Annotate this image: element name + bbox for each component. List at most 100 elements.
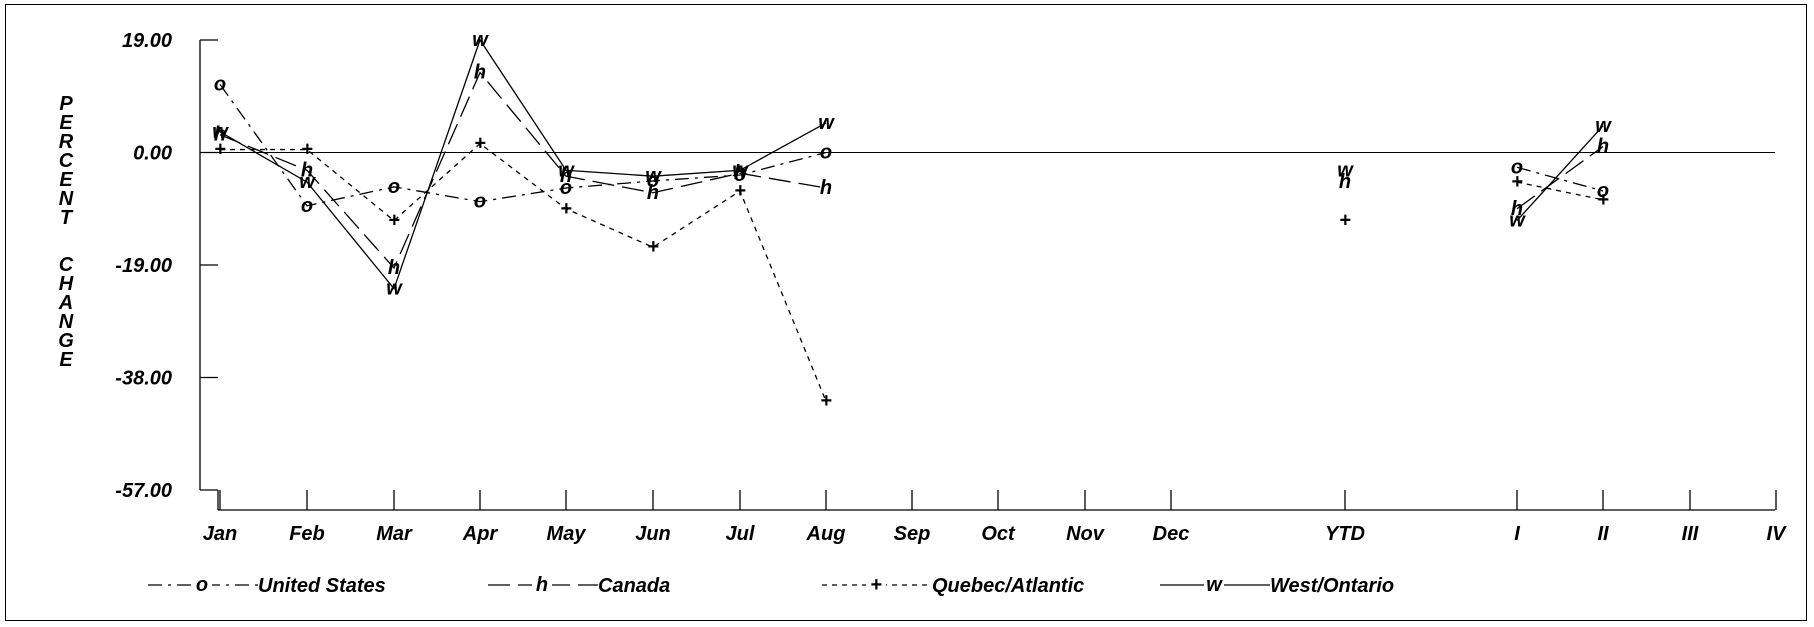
data-point-marker: +	[474, 133, 486, 155]
data-point-marker: w	[1509, 210, 1526, 232]
axes	[199, 40, 1775, 511]
data-point-marker: h	[474, 62, 486, 84]
legend: o United States h Canada + Quebec/Atlantic w We…	[148, 574, 1394, 597]
legend-marker: +	[870, 574, 882, 596]
x-tick-label: IV	[1767, 523, 1788, 545]
x-tick-label: Nov	[1066, 523, 1106, 545]
data-point-marker: +	[560, 198, 572, 220]
data-point-marker: o	[734, 164, 746, 186]
data-point-marker: h	[1339, 171, 1351, 193]
y-ticks: 19.00 0.00 -19.00 -38.00 -57.00	[115, 30, 218, 502]
series-line	[219, 38, 827, 290]
series-3: w w w w w w w w w w w	[212, 29, 1612, 300]
y-axis-label-letter: N	[59, 311, 74, 333]
data-point-marker: w	[386, 278, 403, 300]
x-ticks: Jan Feb Mar Apr May Jun Jul Aug Sep Oct Nov Dec YTD I…	[203, 490, 1787, 545]
data-point-marker: o	[1597, 180, 1609, 202]
series-2: + + + + + + + + + + +	[214, 133, 1609, 413]
data-point-marker: o	[820, 142, 832, 164]
x-tick-label: Feb	[289, 523, 325, 545]
x-tick-label: I	[1514, 523, 1520, 545]
data-point-marker: o	[214, 73, 226, 95]
legend-label: Quebec/Atlantic	[932, 575, 1084, 597]
data-point-marker: +	[1597, 189, 1609, 211]
series-line	[220, 142, 827, 402]
y-axis-label-letter: C	[59, 150, 74, 172]
x-tick-label: II	[1597, 523, 1609, 545]
legend-label: United States	[258, 575, 386, 597]
data-point-marker: +	[388, 210, 400, 232]
x-tick-label: Mar	[376, 523, 413, 545]
legend-marker-bg	[866, 576, 886, 594]
data-point-marker: +	[1339, 210, 1351, 232]
data-point-marker: h	[1511, 198, 1523, 220]
y-tick-label: -38.00	[115, 368, 172, 390]
data-point-marker: w	[645, 165, 662, 187]
data-point-marker: w	[299, 171, 316, 193]
x-tick-label: Jun	[635, 523, 671, 545]
legend-marker-bg	[192, 576, 212, 594]
y-tick-label: -57.00	[115, 480, 172, 502]
legend-marker: w	[1206, 574, 1223, 596]
y-axis-label-letter: E	[59, 349, 73, 371]
y-axis-label-letter: A	[58, 292, 73, 314]
data-point-marker: h	[647, 182, 659, 204]
data-point-marker: w	[1595, 115, 1612, 137]
series-quarter-line	[1516, 166, 1604, 192]
data-point-marker: o	[388, 176, 400, 198]
data-point-marker: +	[820, 390, 832, 412]
data-point-marker: o	[301, 195, 313, 217]
x-tick-label: Jul	[726, 523, 755, 545]
data-point-marker: h	[388, 257, 400, 279]
x-tick-label: YTD	[1325, 523, 1365, 545]
data-point-marker: h	[214, 124, 226, 146]
series-line	[219, 71, 827, 270]
y-axis-label-letter: T	[60, 207, 74, 229]
data-point-marker: o	[474, 191, 486, 213]
y-axis-label-letter: G	[58, 330, 74, 352]
chart-frame	[5, 4, 1807, 621]
y-axis-label-letter: E	[59, 169, 73, 191]
x-tick-label: III	[1682, 523, 1699, 545]
y-tick-label: 0.00	[133, 143, 172, 165]
x-tick-label: Jan	[203, 523, 237, 545]
x-tick-label: Sep	[894, 523, 931, 545]
data-point-marker: +	[301, 139, 313, 161]
legend-marker-bg	[532, 576, 552, 594]
series-quarter-line	[1516, 181, 1604, 201]
x-tick-label: Dec	[1153, 523, 1190, 545]
x-tick-label: May	[547, 523, 587, 545]
data-point-marker: h	[734, 162, 746, 184]
data-point-marker: w	[212, 121, 229, 143]
series-quarter-line	[1516, 146, 1604, 210]
data-point-marker: h	[301, 159, 313, 181]
legend-marker: h	[536, 574, 548, 596]
y-axis-label-letter: P	[59, 93, 73, 115]
x-tick-label: Oct	[981, 523, 1016, 545]
legend-marker-bg	[1204, 576, 1224, 594]
legend-label: Canada	[598, 575, 670, 597]
data-point-marker: +	[214, 139, 226, 161]
data-point-marker: w	[818, 112, 835, 134]
legend-marker: o	[196, 574, 208, 596]
y-tick-label: 19.00	[122, 30, 172, 52]
data-point-marker: h	[1597, 136, 1609, 158]
data-point-marker: o	[1511, 156, 1523, 178]
y-axis-label-letter: R	[59, 131, 74, 153]
data-point-marker: w	[732, 159, 749, 181]
data-point-marker: w	[558, 159, 575, 181]
data-point-marker: +	[647, 236, 659, 258]
y-axis-label-letter: N	[59, 188, 74, 210]
data-point-marker: o	[560, 177, 572, 199]
data-point-marker: +	[1511, 171, 1523, 193]
data-point-marker: +	[734, 180, 746, 202]
data-point-marker: w	[1337, 159, 1354, 181]
y-tick-label: -19.00	[115, 255, 172, 277]
data-point-marker: w	[472, 29, 489, 51]
data-point-marker: h	[820, 177, 832, 199]
